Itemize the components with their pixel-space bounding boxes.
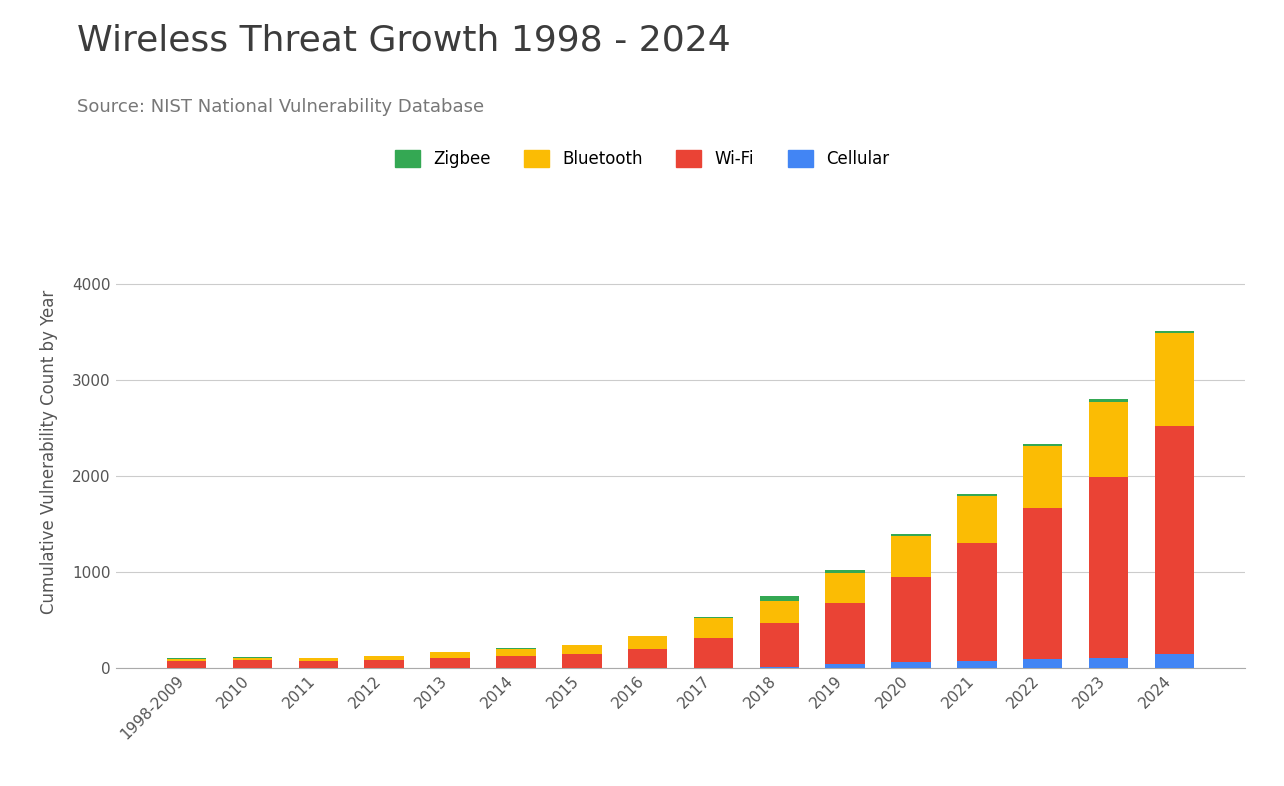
Legend: Zigbee, Bluetooth, Wi-Fi, Cellular: Zigbee, Bluetooth, Wi-Fi, Cellular — [395, 150, 889, 168]
Bar — [1023, 444, 1062, 446]
Bar — [1023, 508, 1062, 659]
Bar — [826, 603, 865, 664]
Bar — [1023, 659, 1062, 668]
Bar — [891, 534, 931, 535]
Bar — [1154, 425, 1194, 654]
Bar — [562, 645, 601, 654]
Text: Source: NIST National Vulnerability Database: Source: NIST National Vulnerability Data… — [77, 98, 484, 116]
Bar — [496, 656, 535, 668]
Bar — [760, 601, 799, 623]
Bar — [1089, 402, 1129, 477]
Bar — [693, 638, 733, 667]
Y-axis label: Cumulative Vulnerability Count by Year: Cumulative Vulnerability Count by Year — [40, 290, 58, 614]
Bar — [1089, 399, 1129, 402]
Bar — [167, 659, 207, 661]
Bar — [496, 649, 535, 656]
Bar — [760, 623, 799, 667]
Bar — [1023, 446, 1062, 508]
Bar — [628, 637, 668, 649]
Bar — [760, 667, 799, 668]
Bar — [299, 658, 338, 661]
Bar — [891, 577, 931, 663]
Bar — [891, 535, 931, 577]
Bar — [957, 661, 996, 668]
Bar — [1154, 331, 1194, 333]
Bar — [1154, 333, 1194, 425]
Bar — [232, 660, 272, 668]
Bar — [365, 660, 404, 668]
Bar — [1089, 477, 1129, 658]
Bar — [760, 596, 799, 601]
Text: Wireless Threat Growth 1998 - 2024: Wireless Threat Growth 1998 - 2024 — [77, 24, 731, 57]
Bar — [365, 656, 404, 660]
Bar — [1154, 654, 1194, 668]
Bar — [891, 663, 931, 668]
Bar — [957, 543, 996, 661]
Bar — [167, 661, 207, 668]
Bar — [957, 494, 996, 496]
Bar — [1089, 658, 1129, 668]
Bar — [232, 658, 272, 660]
Bar — [562, 654, 601, 668]
Bar — [628, 649, 668, 668]
Bar — [826, 570, 865, 573]
Bar — [826, 573, 865, 603]
Bar — [430, 658, 470, 668]
Bar — [957, 496, 996, 543]
Bar — [430, 652, 470, 658]
Bar — [693, 618, 733, 638]
Bar — [299, 661, 338, 668]
Bar — [826, 664, 865, 668]
